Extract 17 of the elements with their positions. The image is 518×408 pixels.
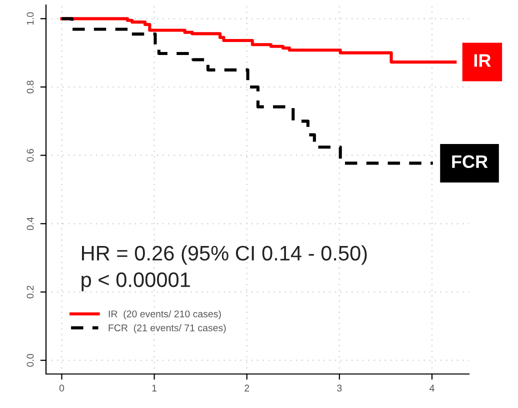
x-tick-label: 2: [244, 384, 250, 392]
annotation: HR = 0.26 (95% CI 0.14 - 0.50): [82, 245, 367, 265]
x-tick-label: 0: [59, 384, 64, 392]
annotation: IR: [474, 54, 491, 67]
y-tick-label: 1.0: [26, 12, 34, 25]
y-tick-label: 0.8: [26, 80, 34, 94]
annotation: p < 0.00001: [82, 272, 190, 292]
legend-label: IR (20 events/ 210 cases): [108, 310, 221, 320]
x-tick-label: 4: [429, 384, 434, 392]
y-tick-label: 0.6: [26, 149, 34, 162]
y-tick-label: 0.4: [26, 217, 34, 230]
y-tick-label: 0.2: [26, 286, 34, 298]
x-tick-label: 1: [152, 384, 157, 392]
legend-label: FCR (21 events/ 71 cases): [108, 324, 226, 334]
annotation: FCR: [452, 155, 488, 168]
y-tick-label: 0.0: [26, 354, 34, 367]
x-tick-label: 3: [337, 384, 342, 392]
